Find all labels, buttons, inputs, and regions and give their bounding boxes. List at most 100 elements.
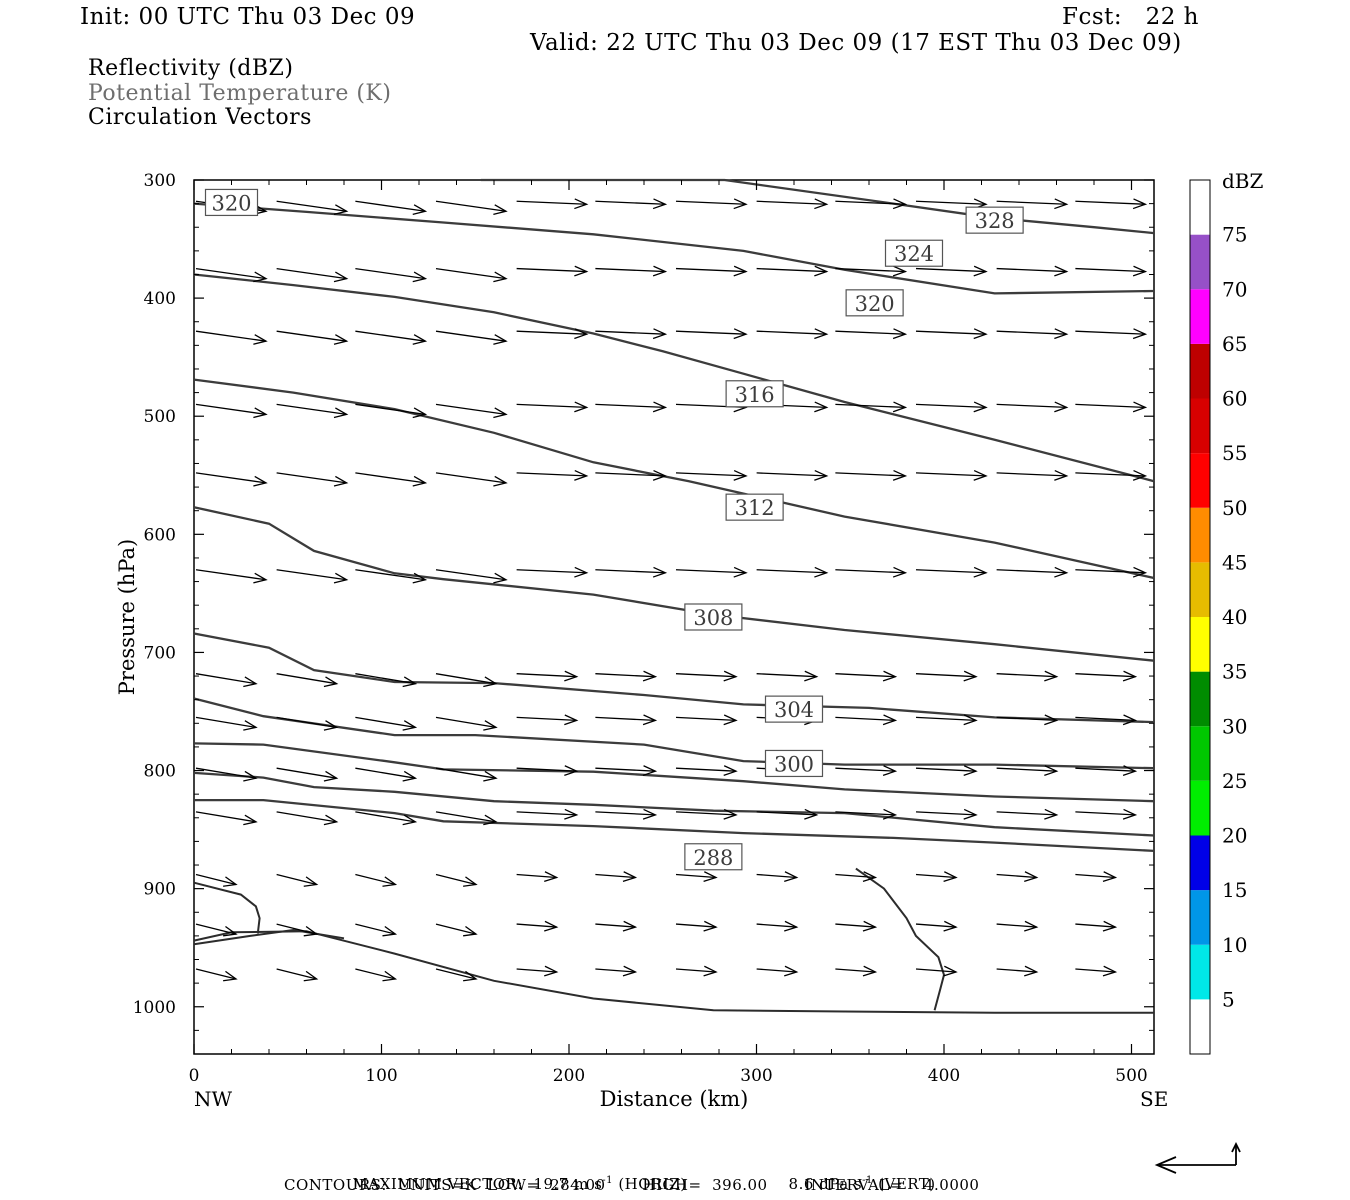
vector-shaft bbox=[756, 873, 797, 879]
vector-shaft bbox=[595, 673, 656, 678]
vector-head bbox=[1102, 871, 1118, 883]
vector-shaft bbox=[996, 811, 1057, 816]
vector-shaft bbox=[675, 267, 747, 273]
circulation-vector bbox=[355, 968, 398, 982]
circulation-vector bbox=[675, 808, 738, 820]
vector-head bbox=[493, 204, 508, 215]
vector-head bbox=[622, 871, 638, 883]
vector-head bbox=[243, 770, 258, 782]
vector-shaft bbox=[516, 873, 557, 879]
vector-head bbox=[892, 401, 908, 413]
vector-head bbox=[703, 871, 718, 883]
circulation-vector bbox=[675, 920, 718, 932]
circulation-vector bbox=[355, 767, 418, 782]
vector-shaft bbox=[915, 811, 977, 816]
vector-head bbox=[892, 469, 908, 481]
colorbar-border bbox=[1189, 179, 1211, 1055]
vector-shaft bbox=[276, 673, 337, 685]
circulation-vector bbox=[1075, 469, 1148, 481]
max-vector-vert: 8.6 dPa s-1 (VERT) bbox=[778, 1157, 936, 1193]
vector-head bbox=[1054, 566, 1069, 578]
circulation-vector bbox=[915, 765, 978, 777]
vector-head bbox=[804, 808, 819, 820]
vector-head bbox=[723, 670, 738, 682]
circulation-vector bbox=[276, 923, 319, 937]
circulation-vector bbox=[516, 328, 589, 340]
vector-head bbox=[642, 808, 658, 820]
circulation-vector bbox=[756, 965, 799, 977]
vector-shaft bbox=[675, 673, 737, 678]
vector-shaft bbox=[195, 767, 257, 779]
circulation-vector bbox=[355, 267, 428, 283]
colorbar-label: 20 bbox=[1222, 824, 1247, 848]
vector-shaft bbox=[1075, 569, 1146, 574]
vector-head bbox=[892, 265, 908, 277]
circulation-vector bbox=[195, 873, 238, 887]
vector-shaft bbox=[835, 968, 876, 973]
circulation-vector bbox=[835, 401, 908, 413]
circulation-vector bbox=[835, 765, 898, 777]
vector-shaft bbox=[195, 923, 237, 935]
vector-head bbox=[814, 198, 829, 210]
vector-head bbox=[1122, 808, 1138, 820]
vector-head bbox=[564, 670, 579, 682]
vector-shaft bbox=[276, 923, 317, 935]
vector-shaft bbox=[355, 330, 426, 342]
vector-head bbox=[1122, 714, 1138, 726]
vector-head bbox=[723, 714, 738, 726]
circulation-vector bbox=[195, 923, 238, 937]
vector-head bbox=[303, 970, 319, 982]
circulation-vector bbox=[435, 200, 508, 215]
vector-shaft bbox=[756, 200, 827, 205]
vector-shaft bbox=[195, 968, 237, 980]
vector-shaft bbox=[516, 923, 557, 928]
vector-head bbox=[493, 407, 508, 419]
vector-head bbox=[253, 572, 268, 584]
circulation-vector bbox=[195, 472, 268, 487]
vector-shaft bbox=[915, 767, 977, 772]
plot-frame bbox=[193, 179, 1155, 1055]
circulation-vector bbox=[516, 765, 579, 777]
vector-head bbox=[412, 407, 428, 419]
y-tick-label: 500 bbox=[144, 407, 176, 427]
circulation-vector bbox=[756, 670, 819, 682]
vector-shaft bbox=[915, 673, 977, 678]
vector-head bbox=[652, 401, 668, 413]
circulation-vector bbox=[355, 923, 398, 937]
circulation-vector bbox=[276, 767, 339, 782]
circulation-vector bbox=[435, 267, 508, 283]
vector-head bbox=[412, 271, 428, 283]
vector-head bbox=[784, 920, 799, 932]
vector-head bbox=[973, 328, 988, 340]
vector-head bbox=[1102, 965, 1118, 977]
circulation-vector bbox=[435, 923, 478, 937]
circulation-vector bbox=[996, 965, 1039, 977]
circulation-vector bbox=[835, 920, 878, 932]
vector-shaft bbox=[435, 200, 507, 212]
y-tick-label: 700 bbox=[144, 643, 176, 663]
vector-shaft bbox=[756, 569, 827, 574]
vector-shaft bbox=[996, 873, 1037, 879]
vector-shaft bbox=[516, 716, 577, 722]
circulation-vector bbox=[1075, 566, 1148, 578]
isentrope-line bbox=[193, 273, 1155, 483]
x-tick-label: 0 bbox=[189, 1066, 200, 1086]
vector-head bbox=[882, 808, 898, 820]
x-axis-title: Distance (km) bbox=[600, 1087, 749, 1111]
vector-head bbox=[963, 765, 978, 777]
vector-shaft bbox=[1075, 811, 1136, 816]
vector-head bbox=[862, 965, 878, 977]
vector-head bbox=[574, 401, 589, 413]
circulation-vector bbox=[835, 265, 908, 277]
circulation-vector bbox=[516, 401, 589, 413]
colorbar-swatch bbox=[1190, 780, 1210, 836]
circulation-vector bbox=[595, 401, 668, 413]
vector-shaft bbox=[915, 968, 957, 973]
vector-head bbox=[483, 814, 498, 826]
vector-shaft bbox=[435, 569, 507, 581]
circulation-vector bbox=[675, 714, 738, 726]
circulation-vector bbox=[996, 328, 1069, 340]
vector-head bbox=[574, 328, 589, 340]
vector-shaft bbox=[595, 968, 636, 973]
vector-head bbox=[483, 770, 498, 782]
